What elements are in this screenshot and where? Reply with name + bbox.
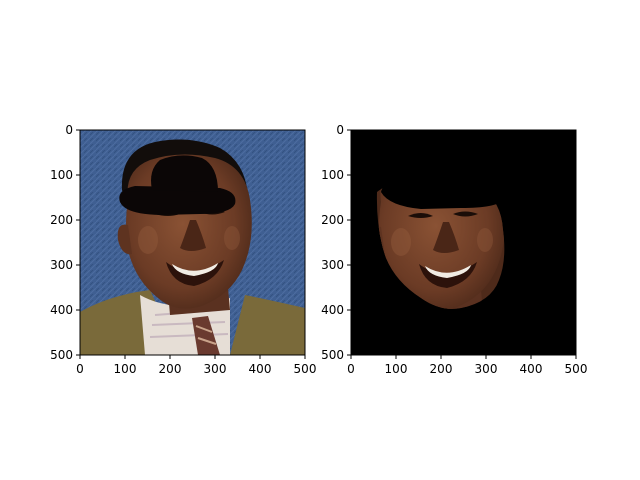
y-tick-label: 0: [65, 123, 73, 137]
x-tick-label: 500: [565, 362, 588, 376]
y-tick-label: 400: [321, 303, 344, 317]
x-tick-label: 0: [347, 362, 355, 376]
hair: [121, 139, 248, 210]
y-tick-label: 500: [321, 348, 344, 362]
person-photo: [80, 139, 305, 355]
x-tick-label: 200: [159, 362, 182, 376]
y-tick-label: 200: [50, 213, 73, 227]
left-axes-frame: [79, 129, 306, 356]
hat: [119, 155, 236, 215]
x-tick-label: 500: [294, 362, 317, 376]
x-tick-label: 100: [385, 362, 408, 376]
y-tick-label: 200: [321, 213, 344, 227]
hat-mask: [381, 180, 504, 209]
y-tick-label: 300: [321, 258, 344, 272]
suit-right: [230, 295, 305, 355]
y-tick-label: 400: [50, 303, 73, 317]
x-tick-label: 300: [475, 362, 498, 376]
x-tick-label: 200: [430, 362, 453, 376]
x-tick-label: 400: [249, 362, 272, 376]
y-tick-label: 100: [50, 168, 73, 182]
y-tick-label: 300: [50, 258, 73, 272]
x-tick-label: 100: [114, 362, 137, 376]
right-axes-frame: [350, 129, 577, 356]
y-tick-label: 500: [50, 348, 73, 362]
x-tick-label: 300: [204, 362, 227, 376]
tie: [192, 316, 220, 355]
x-tick-label: 400: [520, 362, 543, 376]
y-tick-label: 100: [321, 168, 344, 182]
x-tick-label: 0: [76, 362, 84, 376]
right-image-panel: [351, 130, 576, 355]
y-tick-label: 0: [336, 123, 344, 137]
left-image-panel: [80, 130, 305, 355]
